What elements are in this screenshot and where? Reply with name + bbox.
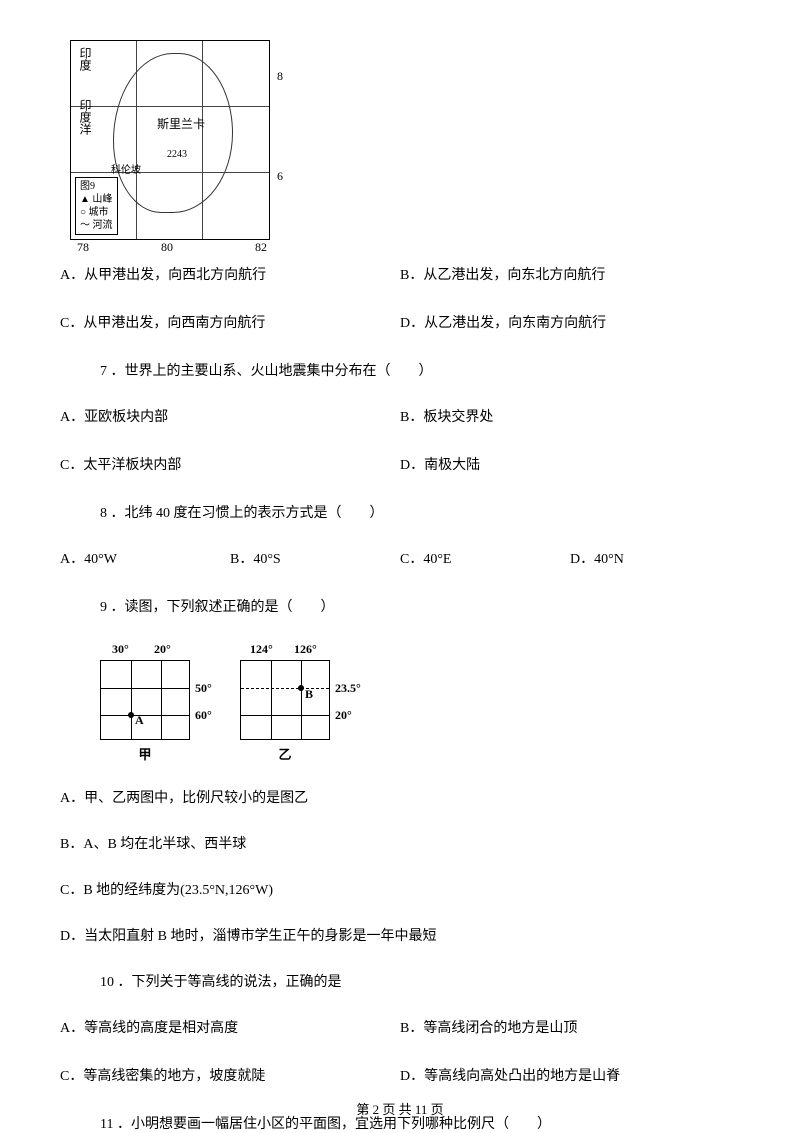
yi-lon126: 126° <box>294 642 317 657</box>
q9-opt-b: B．A、B 均在北半球、西半球 <box>60 833 740 853</box>
q9-opt-d: D．当太阳直射 B 地时，淄博市学生正午的身影是一年中最短 <box>60 925 740 945</box>
q10-opt-b: B．等高线闭合的地方是山顶 <box>400 1017 740 1037</box>
q8-opt-b: B．40°S <box>230 548 400 568</box>
q7-options-row2: C．太平洋板块内部 D．南极大陆 <box>60 454 740 474</box>
q6-opt-a: A．从甲港出发，向西北方向航行 <box>60 264 400 284</box>
colombo-label: 科伦坡 <box>111 161 141 176</box>
jia-lat50: 50° <box>195 681 212 696</box>
q10-options-row1: A．等高线的高度是相对高度 B．等高线闭合的地方是山顶 <box>60 1017 740 1037</box>
indian-ocean-label: 印度洋 <box>77 99 94 135</box>
lon-80: 80 <box>161 240 173 255</box>
legend-city: ○ 城市 <box>80 206 113 219</box>
q9-opt-a: A．甲、乙两图中，比例尺较小的是图乙 <box>60 787 740 807</box>
india-label: 印度 <box>77 47 94 71</box>
jia-caption: 甲 <box>100 744 190 763</box>
yi-lat235: 23.5° <box>335 681 361 696</box>
map-legend: 图9 ▲ 山峰 ○ 城市 ～ 河流 <box>75 177 118 235</box>
q7-options-row1: A．亚欧板块内部 B．板块交界处 <box>60 406 740 426</box>
jia-lon30: 30° <box>112 642 129 657</box>
legend-title: 图9 <box>80 180 113 193</box>
sri-lanka-map: 印度 印度洋 斯里兰卡 科伦坡 2243 8 6 78 80 82 图9 ▲ 山… <box>70 40 270 240</box>
grid-yi: 124° 126° B 23.5° 20° 乙 <box>240 642 330 763</box>
jia-A: A <box>135 713 144 728</box>
legend-peak: ▲ 山峰 <box>80 193 113 206</box>
q7-opt-d: D．南极大陆 <box>400 454 740 474</box>
lat-6: 6 <box>277 169 283 184</box>
q8-opt-d: D．40°N <box>570 548 740 568</box>
yi-lat20: 20° <box>335 708 352 723</box>
yi-caption: 乙 <box>240 744 330 763</box>
q9-figures: 30° 20° A 50° 60° 甲 124° 126° B 23.5° <box>100 642 740 763</box>
q6-opt-b: B．从乙港出发，向东北方向航行 <box>400 264 740 284</box>
yi-lon124: 124° <box>250 642 273 657</box>
q8-options: A．40°W B．40°S C．40°E D．40°N <box>60 548 740 568</box>
q10-opt-d: D．等高线向高处凸出的地方是山脊 <box>400 1065 740 1085</box>
q7-text: 7 ．世界上的主要山系、火山地震集中分布在（ ） <box>60 360 740 380</box>
page-footer: 第 2 页 共 11 页 <box>0 1099 800 1118</box>
q6-options-row1: A．从甲港出发，向西北方向航行 B．从乙港出发，向东北方向航行 <box>60 264 740 284</box>
yi-B: B <box>305 687 313 702</box>
q9-text: 9 ．读图，下列叙述正确的是（ ） <box>60 596 740 616</box>
lon-78: 78 <box>77 240 89 255</box>
q8-text: 8 ．北纬 40 度在习惯上的表示方式是（ ） <box>60 502 740 522</box>
q6-options-row2: C．从甲港出发，向西南方向航行 D．从乙港出发，向东南方向航行 <box>60 312 740 332</box>
jia-lon20: 20° <box>154 642 171 657</box>
q8-opt-a: A．40°W <box>60 548 230 568</box>
q6-opt-c: C．从甲港出发，向西南方向航行 <box>60 312 400 332</box>
peak-label: 2243 <box>167 149 187 160</box>
q10-options-row2: C．等高线密集的地方，坡度就陡 D．等高线向高处凸出的地方是山脊 <box>60 1065 740 1085</box>
q10-opt-c: C．等高线密集的地方，坡度就陡 <box>60 1065 400 1085</box>
q9-opt-c: C．B 地的经纬度为(23.5°N,126°W) <box>60 879 740 899</box>
jia-lat60: 60° <box>195 708 212 723</box>
lat-8: 8 <box>277 69 283 84</box>
q8-opt-c: C．40°E <box>400 548 570 568</box>
q7-opt-b: B．板块交界处 <box>400 406 740 426</box>
q10-text: 10 ．下列关于等高线的说法，正确的是 <box>60 971 740 991</box>
q10-opt-a: A．等高线的高度是相对高度 <box>60 1017 400 1037</box>
legend-river: ～ 河流 <box>80 219 113 232</box>
q7-opt-c: C．太平洋板块内部 <box>60 454 400 474</box>
grid-jia: 30° 20° A 50° 60° 甲 <box>100 642 190 763</box>
q6-opt-d: D．从乙港出发，向东南方向航行 <box>400 312 740 332</box>
country-label: 斯里兰卡 <box>157 115 205 132</box>
q7-opt-a: A．亚欧板块内部 <box>60 406 400 426</box>
lon-82: 82 <box>255 240 267 255</box>
